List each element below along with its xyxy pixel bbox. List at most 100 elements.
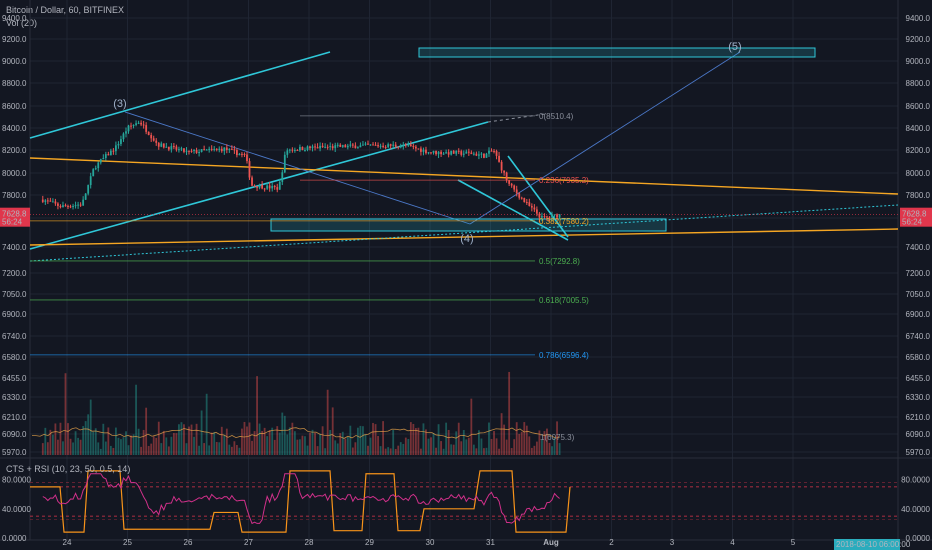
dotted-trend-line [29,204,899,262]
candle-body [475,153,478,156]
volume-bar [44,427,47,455]
volume-bar [430,437,432,455]
volume-bar [324,448,327,455]
volume-bar [382,421,385,455]
volume-bar [46,442,49,455]
volume-bar [281,412,284,455]
volume-bar [69,438,72,455]
price-tick-right: 8800.0 [906,79,931,88]
candle-body [548,216,551,218]
volume-bar [64,373,67,455]
volume-bar [49,429,52,455]
volume-bar [349,425,352,455]
candle-body [346,145,349,148]
candle-body [515,189,518,194]
wave-5-projection-line [469,51,741,225]
candle-body [200,149,203,152]
candle-body [104,154,107,158]
candle-body [215,148,218,150]
price-tick-left: 8000.0 [2,169,27,178]
volume-bar [414,428,417,455]
candle-body [228,148,231,151]
price-tick-right: 6740.0 [906,332,931,341]
day-label: 31 [486,538,495,547]
candle-body [253,185,256,187]
candle-body [97,162,100,169]
candle-body [503,170,506,173]
price-tick-right: 6090.0 [906,430,931,439]
volume-bar [130,435,132,455]
volume-bar [273,439,276,455]
candle-body [82,199,85,206]
price-tick-left: 8800.0 [2,79,27,88]
price-tick-left: 6580.0 [2,353,27,362]
volume-bar [283,415,286,455]
candle-body [155,140,158,143]
candle-body [450,150,453,155]
candle-body [54,201,57,204]
volume-bar [503,424,506,455]
candle-body [351,144,354,146]
day-label: 28 [305,538,314,547]
candle-body [125,131,127,134]
candle-body [147,131,150,135]
volume-bar [150,443,153,455]
candle-body [420,148,422,152]
candle-body [293,149,296,151]
price-tick-left: 5970.0 [2,448,27,457]
volume-bar [541,439,543,455]
volume-bar [266,436,269,455]
candle-body [314,146,316,148]
candle-body [430,152,432,154]
volume-bar [162,430,165,455]
candle-body [394,144,397,147]
volume-bar [92,431,95,455]
volume-bar [394,448,397,455]
volume-bar [351,447,354,455]
volume-bar [210,432,213,455]
volume-bar [329,429,332,455]
volume-bar [142,429,145,455]
volume-bar [238,447,241,455]
candle-body [414,146,417,149]
candle-body [87,185,90,194]
volume-bar [132,434,135,455]
volume-bar [84,421,87,455]
candle-body [263,188,266,190]
candles [41,120,561,223]
volume-value-label: 1(6075.3) [540,433,575,442]
price-tag-value: 7628.8 [2,210,27,219]
fib-level-label: 0.786(6596.4) [539,351,589,360]
price-tag-timer: 56:24 [902,218,923,227]
volume-bar [525,425,528,455]
candle-body [460,151,463,155]
candle-body [162,143,165,148]
candle-body [236,150,238,156]
candle-body [46,200,49,202]
price-tick-left: 6740.0 [2,332,27,341]
volume-bar [77,437,79,455]
price-tick-left: 9400.0 [2,14,27,23]
candle-body [490,150,493,152]
candle-body [556,214,558,218]
candle-body [518,193,521,198]
candle-body [558,214,561,218]
volume-bar [72,442,74,455]
candle-body [364,143,367,145]
price-tick-left: 6210.0 [2,413,27,422]
volume-bar [271,427,274,455]
candle-body [367,143,369,145]
price-tick-left: 7400.0 [2,243,27,252]
volume-bar [99,448,102,455]
candle-body [281,172,284,182]
candle-body [331,146,334,149]
candle-body [193,150,195,152]
volume-bar [41,443,44,455]
wave-projection-line [124,111,471,225]
candle-body [205,149,208,151]
candle-body [72,205,74,207]
volume-bar [198,445,200,455]
volume-bar [508,371,511,455]
candle-body [62,205,64,208]
